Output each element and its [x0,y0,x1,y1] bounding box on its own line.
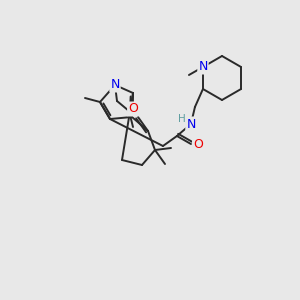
Text: N: N [198,61,208,74]
Text: N: N [186,118,196,130]
Text: H: H [178,114,186,124]
Text: N: N [110,79,120,92]
Text: O: O [128,103,138,116]
Text: O: O [193,137,203,151]
